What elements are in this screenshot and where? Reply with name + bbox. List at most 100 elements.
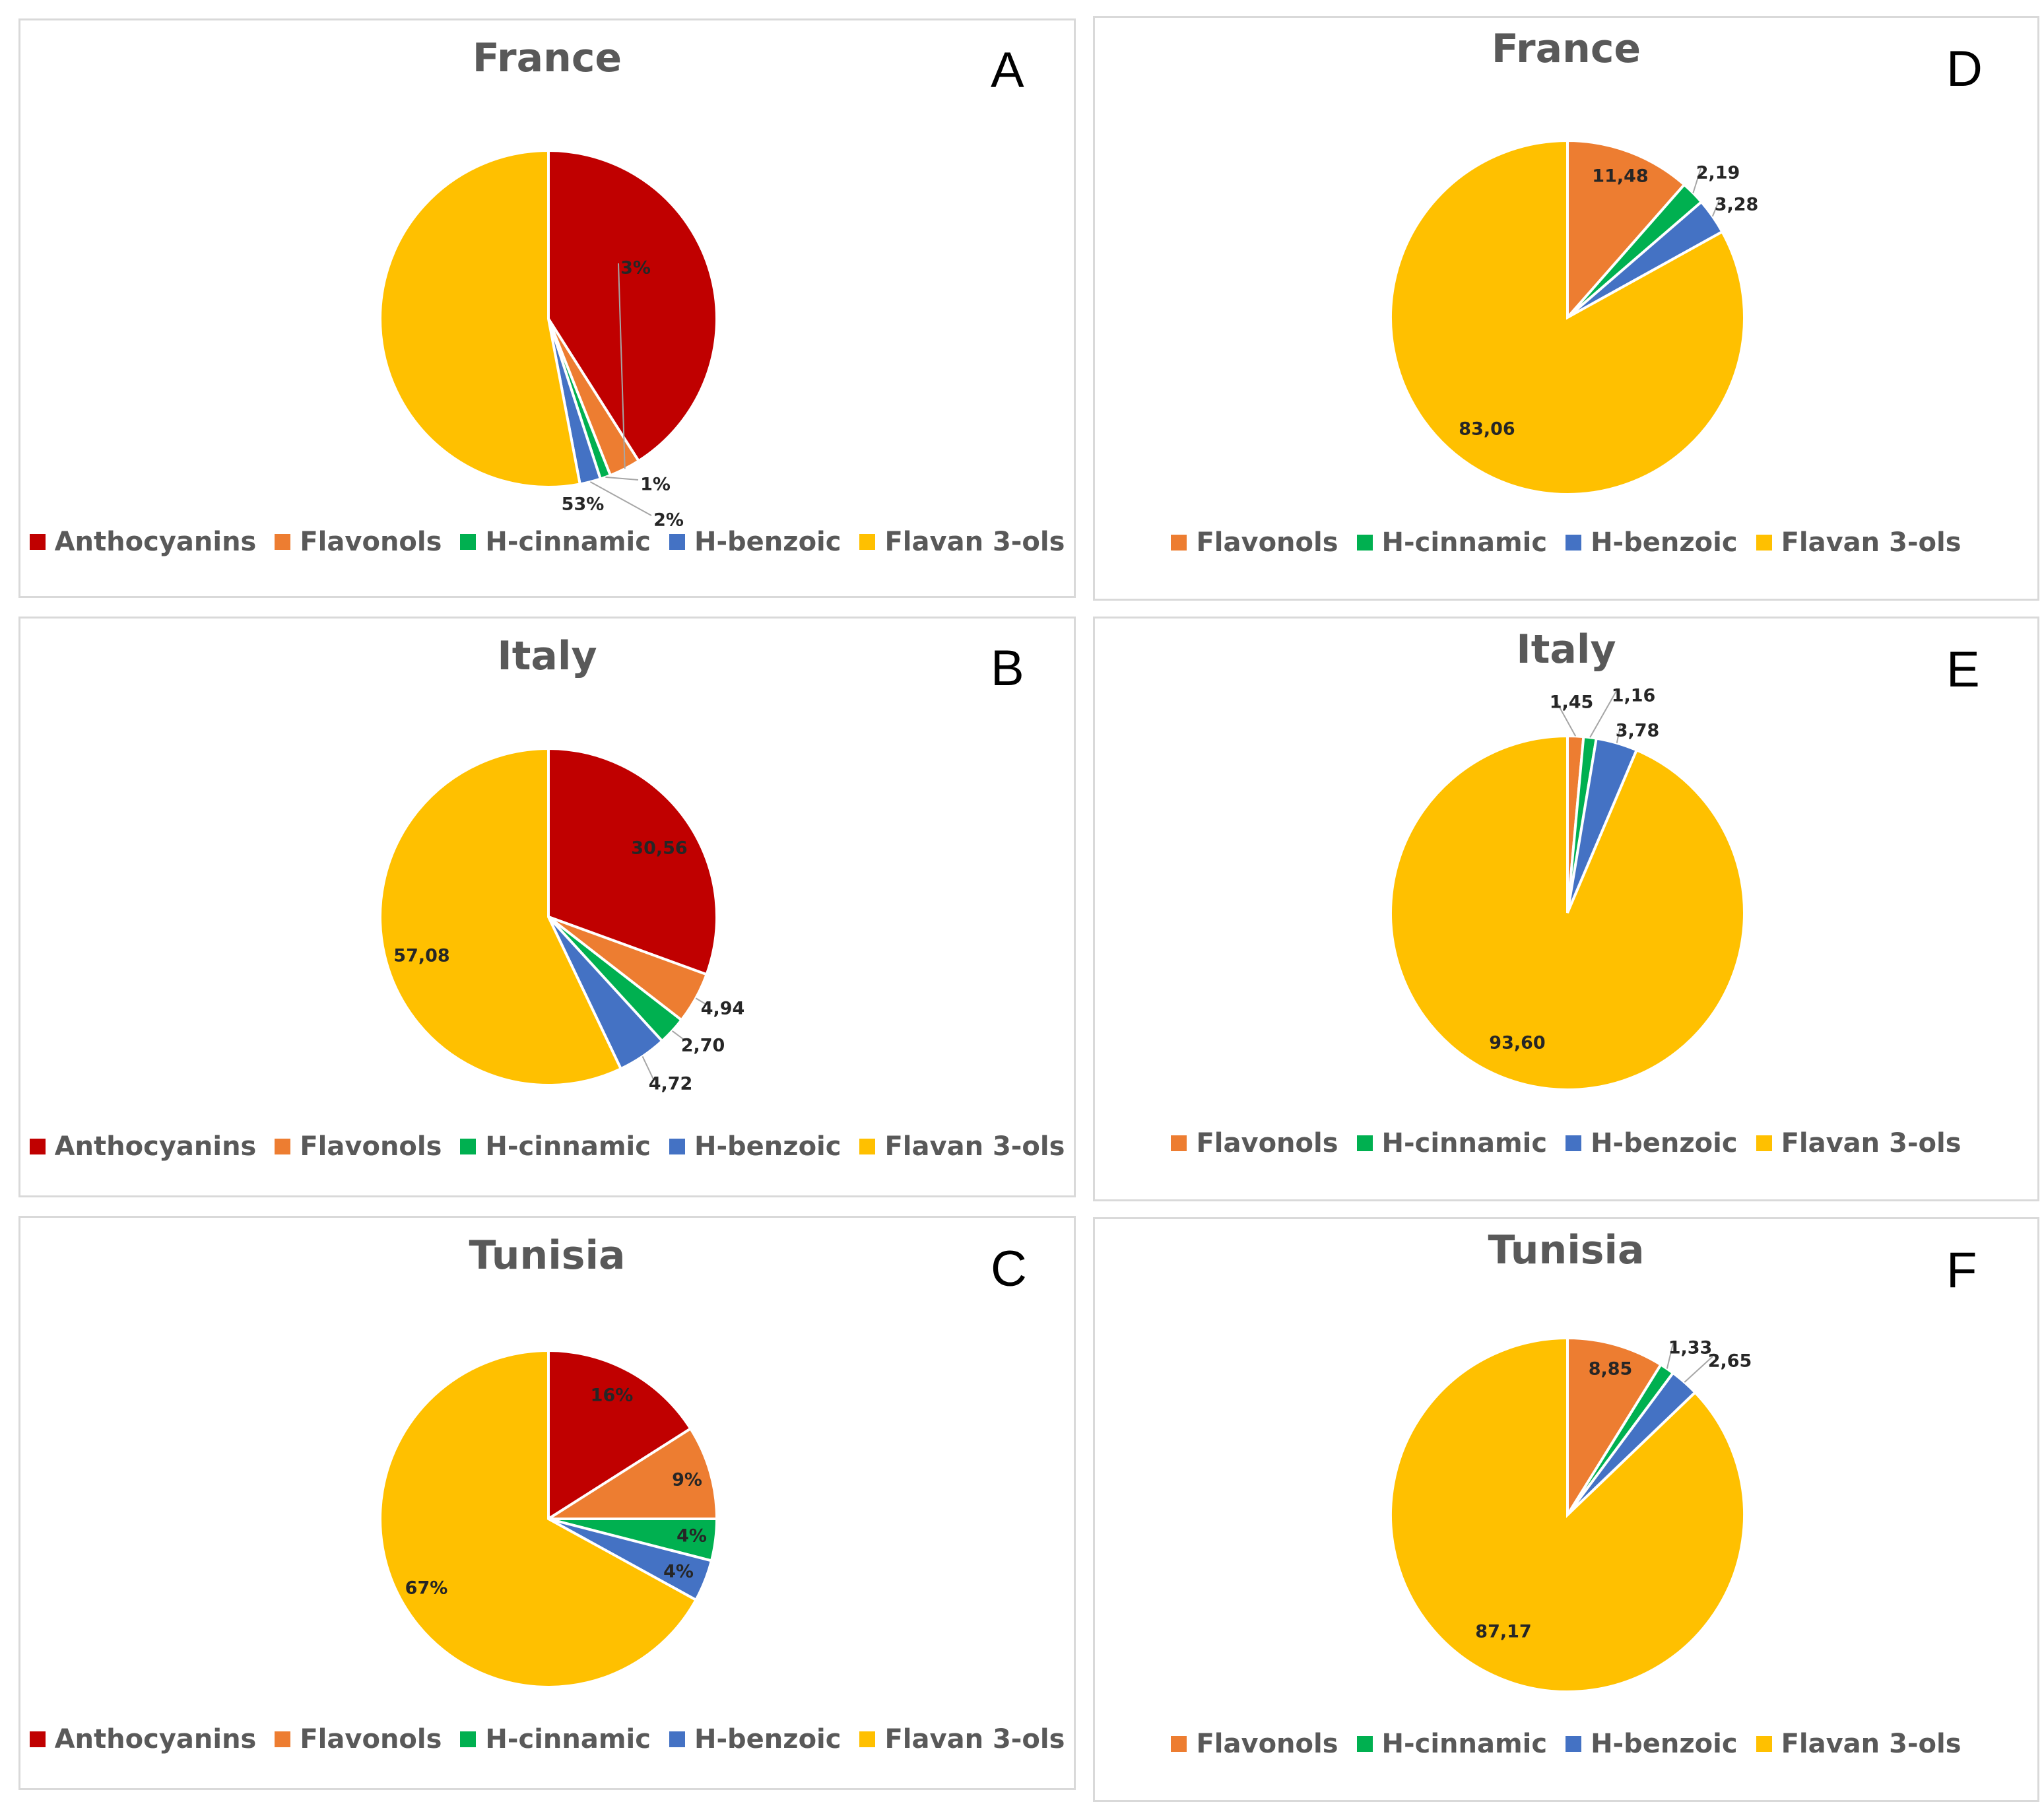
pie-slice-flavonols [1566,1336,1663,1520]
legend-item-flavan-3-ols: Flavan 3-ols [859,527,1065,557]
leader-line [1589,690,1617,738]
data-label: 9% [672,1470,702,1490]
leader-line [1666,1343,1674,1369]
panel-letter: B [991,640,1024,696]
legend-label: H-cinnamic [485,527,651,557]
leader-line [695,997,706,1005]
pie-chart: 11,48 2,19 3,28 83,06 [1389,139,1758,496]
pie-slice-flavan-3-ols [1389,139,1746,496]
legend-label: H-cinnamic [1381,1128,1548,1158]
legend-label: Flavan 3-ols [1781,527,1962,558]
legend-swatch [1171,535,1187,551]
data-label: 1,33 [1668,1338,1713,1358]
pie-chart: 8,85 1,332,65 87,17 [1389,1336,1752,1693]
data-label: 2,70 [681,1036,725,1056]
legend-label: Flavan 3-ols [1781,1729,1962,1759]
data-label: 1,45 [1550,692,1594,713]
panel-letter: C [991,1241,1027,1297]
legend-swatch [1566,535,1582,551]
chart-legend: Anthocyanins Flavonols H-cinnamic H-benzoic… [20,1131,1074,1162]
pie-slice-anthocyanins [547,747,718,976]
chart-panel-a: FranceA41%3%1%2%53%AnthocyaninsFlavonols… [18,18,1076,598]
data-label: 1,16 [1612,686,1656,706]
chart-title: Tunisia [1488,1227,1645,1273]
data-label: 2,65 [1708,1351,1752,1372]
legend-swatch [275,1731,291,1747]
legend-swatch [275,1139,291,1154]
legend-item-flavan-3-ols: Flavan 3-ols [859,1724,1065,1754]
leader-line [1684,1356,1713,1383]
legend-swatch [669,1139,685,1154]
pie-slice-flavonols [1566,139,1686,321]
legend-label: H-cinnamic [485,1131,651,1162]
legend-item-h-benzoic: H-benzoic [669,1724,841,1754]
legend-swatch [1566,1135,1582,1151]
legend-swatch [29,1731,46,1747]
leader-line [1692,168,1701,193]
chart-panel-f: Tunisia F 8,85 1,33 2,65 87,17 Flavonols H-cinn… [1093,1217,2039,1802]
chart-title: Italy [1516,626,1616,673]
legend-swatch [1356,535,1373,551]
pie-chart: 30,56 4,94 2,70 4,72 57,08 [379,747,744,1094]
legend-label: Flavan 3-ols [884,1724,1065,1754]
data-label: 4% [663,1562,694,1582]
data-label: 4,72 [649,1074,693,1094]
legend-item-flavan-3-ols: Flavan 3-ols [1756,1729,1962,1759]
data-label: 83,06 [1459,419,1515,440]
pie-slice-flavonols [544,1426,719,1520]
legend-label: H-benzoic [694,527,841,557]
legend-label: Flavonols [300,1724,442,1754]
legend-swatch [29,1139,46,1154]
legend-swatch [669,534,685,550]
pie-slice-flavan-3-ols [379,1349,698,1688]
legend-label: Flavonols [1196,1128,1338,1158]
legend-item-h-benzoic: H-benzoic [669,1131,841,1162]
legend-swatch [859,1139,876,1154]
pie-slice-flavan-3-ols [1389,734,1746,1091]
legend-label: Flavonols [1196,1729,1338,1759]
panel-letter: D [1946,41,1983,97]
legend-item-h-cinnamic: H-cinnamic [1356,1128,1548,1158]
legend-label: H-cinnamic [485,1724,651,1754]
pie-slice-flavan-3-ols [379,149,582,488]
legend-label: H-benzoic [1591,1729,1738,1759]
legend-swatch [460,1139,477,1154]
legend-swatch [275,534,291,550]
pie-chart: 41%3%1%2%53% [379,149,718,531]
legend-label: H-benzoic [1591,527,1738,558]
legend-item-h-cinnamic: H-cinnamic [460,1131,651,1162]
legend-label: Anthocyanins [54,1724,257,1754]
leader-line [618,263,626,469]
legend-label: Flavonols [1196,527,1338,558]
legend-label: Anthocyanins [54,527,257,557]
data-label: 2% [653,510,684,531]
pie-chart: 16% 9% 4% 4% 67% [379,1349,719,1688]
data-label: 53% [562,494,605,515]
legend-swatch [859,534,876,550]
chart-title: Italy [497,633,597,679]
legend-swatch [1756,535,1772,551]
legend-swatch [460,1731,477,1747]
legend-item-flavonols: Flavonols [1171,527,1338,558]
data-label: 2,19 [1696,163,1740,184]
data-label: 11,48 [1592,166,1648,187]
legend-item-flavonols: Flavonols [275,1724,442,1754]
legend-item-flavan-3-ols: Flavan 3-ols [859,1131,1065,1162]
legend-swatch [1566,1736,1582,1752]
legend-item-anthocyanins: Anthocyanins [29,1131,256,1162]
legend-item-h-cinnamic: H-cinnamic [460,1724,651,1754]
legend-swatch [29,534,46,550]
legend-label: Flavan 3-ols [884,527,1065,557]
legend-item-h-cinnamic: H-cinnamic [1356,527,1547,558]
legend-label: H-benzoic [694,1131,841,1162]
legend-label: Flavonols [300,1131,442,1162]
legend-item-flavan-3-ols: Flavan 3-ols [1756,527,1962,558]
data-label: 1% [640,475,671,495]
legend-swatch [1756,1135,1772,1151]
leader-line [605,476,639,481]
chart-panel-c: Tunisia C 16% 9% 4% 4% 67% Anthocyanins Flavonol… [18,1216,1076,1790]
legend-item-flavonols: Flavonols [275,527,442,557]
legend-label: H-benzoic [1591,1128,1738,1158]
leader-line [1711,199,1720,217]
chart-legend: Flavonols H-cinnamic H-benzoic Flavan 3-ols [1095,527,2037,558]
